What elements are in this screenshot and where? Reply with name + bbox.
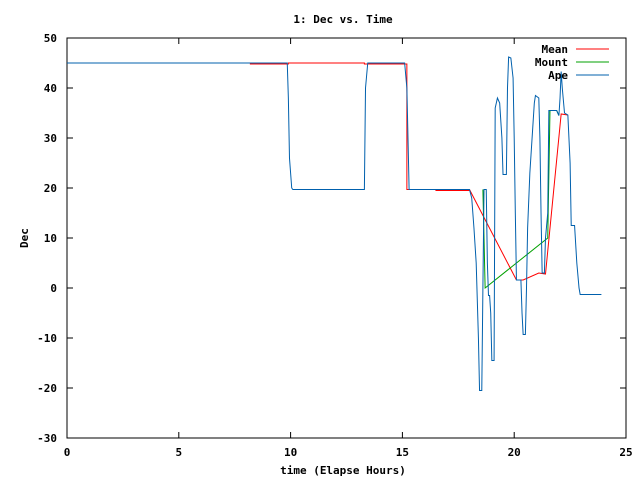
legend-label-mount: Mount: [535, 56, 568, 69]
legend-label-mean: Mean: [542, 43, 569, 56]
y-tick-label: 0: [50, 282, 57, 295]
y-tick-label: 50: [44, 32, 57, 45]
series-line-ape: [67, 56, 602, 391]
legend-label-ape: Ape: [548, 69, 568, 82]
y-tick-label: 30: [44, 132, 57, 145]
x-tick-label: 20: [508, 446, 521, 459]
chart-title: 1: Dec vs. Time: [293, 13, 393, 26]
x-tick-label: 15: [396, 446, 409, 459]
plot-area-border: [66, 37, 627, 439]
x-tick-label: 5: [175, 446, 182, 459]
y-tick-label: 40: [44, 82, 57, 95]
y-axis-label: Dec: [18, 228, 31, 248]
y-tick-label: 10: [44, 232, 57, 245]
series-line-mean: [67, 62, 568, 281]
y-tick-label: -10: [37, 332, 57, 345]
x-tick-label: 25: [619, 446, 632, 459]
x-axis-label: time (Elapse Hours): [280, 464, 406, 477]
y-tick-label: -30: [37, 432, 57, 445]
x-tick-label: 10: [284, 446, 297, 459]
x-tick-label: 0: [64, 446, 71, 459]
y-tick-label: 20: [44, 182, 57, 195]
y-tick-label: -20: [37, 382, 57, 395]
